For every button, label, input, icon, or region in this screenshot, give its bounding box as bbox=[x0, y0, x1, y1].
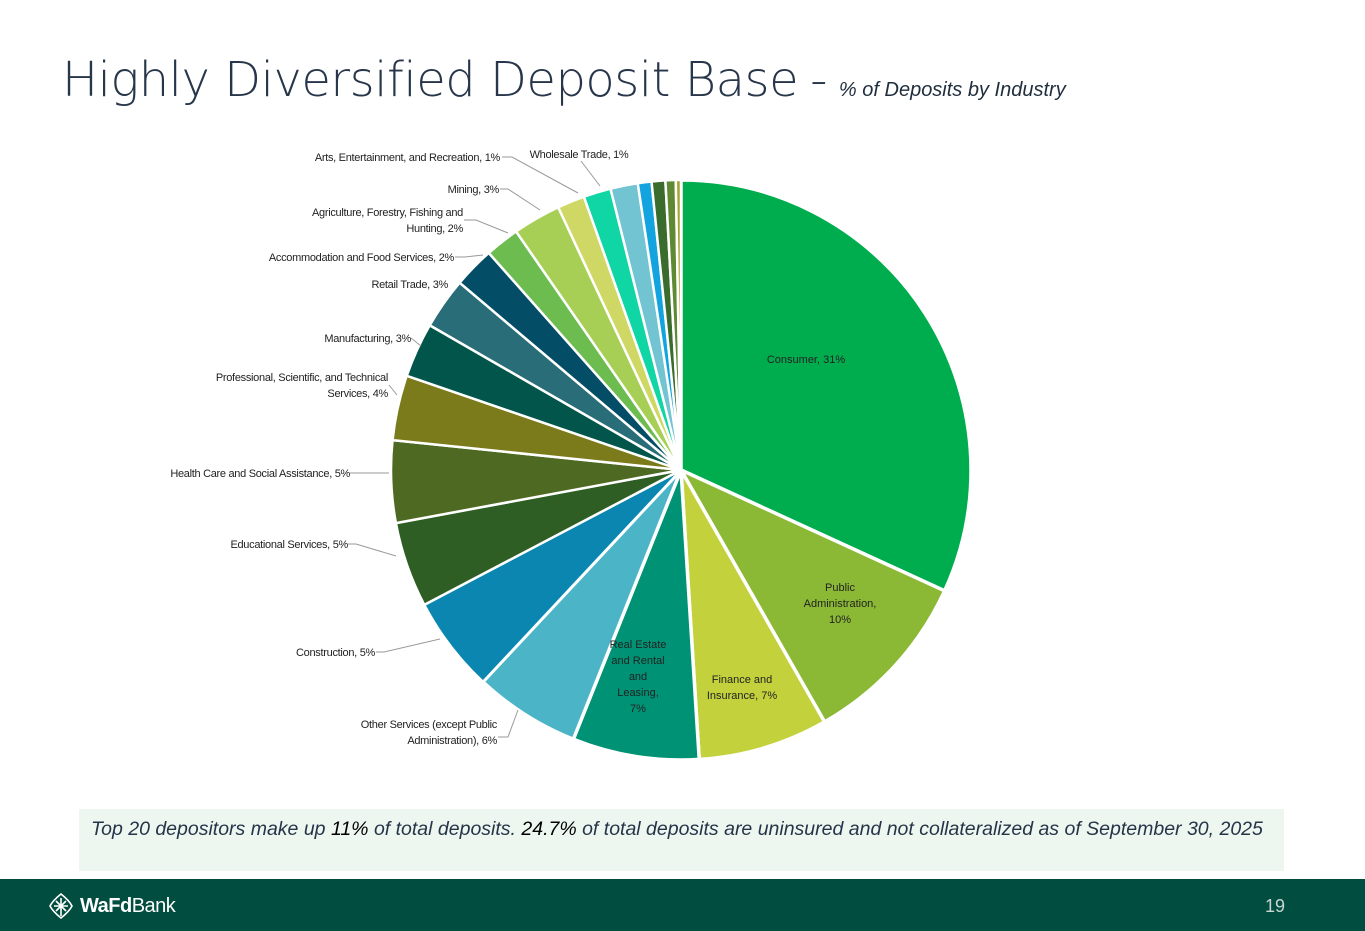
deposit-note: Top 20 depositors make up 11% of total d… bbox=[79, 809, 1284, 871]
slice-label-educational-services: Educational Services, 5% bbox=[230, 539, 348, 551]
leader-line-mining bbox=[500, 188, 541, 211]
wafd-logo: WaFdBank bbox=[46, 892, 176, 920]
deposit-pie-chart: Consumer, 31% Public Administration, 10% Fin… bbox=[170, 149, 973, 762]
slice-label-retail-trade: Retail Trade, 3% bbox=[371, 279, 448, 291]
slice-label-other-services-except-public-administration: Other Services (except Public Administrat… bbox=[361, 719, 498, 747]
pie-slices bbox=[389, 178, 973, 762]
leader-line-construction bbox=[376, 638, 441, 653]
slice-label-accommodation-and-food-services: Accommodation and Food Services, 2% bbox=[269, 252, 455, 264]
slice-label-mining: Mining, 3% bbox=[448, 184, 500, 196]
title-separator: - bbox=[810, 52, 827, 108]
slice-label-health-care-and-social-assistance: Health Care and Social Assistance, 5% bbox=[170, 468, 350, 480]
title-text: Highly Diversified Deposit Base bbox=[62, 52, 799, 108]
note-text-1: Top 20 depositors make up bbox=[91, 818, 331, 840]
leader-line-manufacturing bbox=[410, 337, 422, 347]
slice-label-construction: Construction, 5% bbox=[296, 647, 375, 659]
pie-slice-public-administration bbox=[679, 468, 947, 724]
wafd-leaf-icon bbox=[49, 892, 73, 920]
slide-title: Highly Diversified Deposit Base -% of Dep… bbox=[62, 52, 1066, 108]
slice-labels: Consumer, 31% Public Administration, 10% Fin… bbox=[170, 149, 876, 747]
pie-slice-consumer bbox=[679, 178, 973, 593]
slice-label-manufacturing: Manufacturing, 3% bbox=[324, 333, 411, 345]
slice-label-public-administration: Public Administration, 10% bbox=[804, 582, 877, 626]
leader-line-professional bbox=[388, 384, 398, 396]
leader-lines bbox=[348, 156, 601, 738]
brand-rest: Bank bbox=[131, 894, 176, 917]
pie-slice-finance-and-insurance bbox=[679, 468, 827, 762]
note-highlight-2: 24.7% bbox=[521, 818, 577, 840]
chart-subtitle: % of Deposits by Industry bbox=[838, 79, 1066, 101]
slice-label-arts: Arts, Entertainment, and Recreation, 1% bbox=[315, 152, 501, 164]
brand-bold: WaFd bbox=[80, 894, 132, 917]
slice-label-real-estate-and-rental-and-leasing: Real Estate and Rental and Leasing, 7% bbox=[610, 639, 667, 715]
note-text-3: of total deposits are uninsured and not … bbox=[576, 818, 1263, 840]
leader-line-accommodation-and-food-services bbox=[455, 254, 484, 258]
note-highlight-1: 11% bbox=[330, 818, 369, 840]
leader-line-arts bbox=[502, 156, 579, 194]
leader-line-wholesale-trade bbox=[580, 160, 601, 187]
note-text-2: of total deposits. bbox=[368, 818, 522, 840]
leader-line-educational-services bbox=[348, 543, 397, 557]
pie-slice-real-estate-and-rental-and-leasing bbox=[571, 468, 701, 762]
slice-label-finance-and-insurance: Finance and Insurance, 7% bbox=[707, 674, 778, 702]
pie-slice-unlabeled-20 bbox=[674, 178, 683, 472]
leader-line-agriculture bbox=[464, 219, 509, 234]
brand-name: WaFdBank bbox=[80, 894, 176, 918]
slice-label-agriculture: Agriculture, Forestry, Fishing and Huntin… bbox=[312, 207, 464, 235]
slice-label-professional: Professional, Scientific, and Technical S… bbox=[216, 372, 389, 400]
slice-label-consumer: Consumer, 31% bbox=[767, 354, 845, 366]
leader-line-other-services-except-public-administration bbox=[498, 709, 519, 738]
footer-bar: WaFdBank 19 bbox=[0, 879, 1365, 931]
page-number: 19 bbox=[1264, 896, 1285, 916]
slice-label-wholesale-trade: Wholesale Trade, 1% bbox=[530, 149, 629, 161]
